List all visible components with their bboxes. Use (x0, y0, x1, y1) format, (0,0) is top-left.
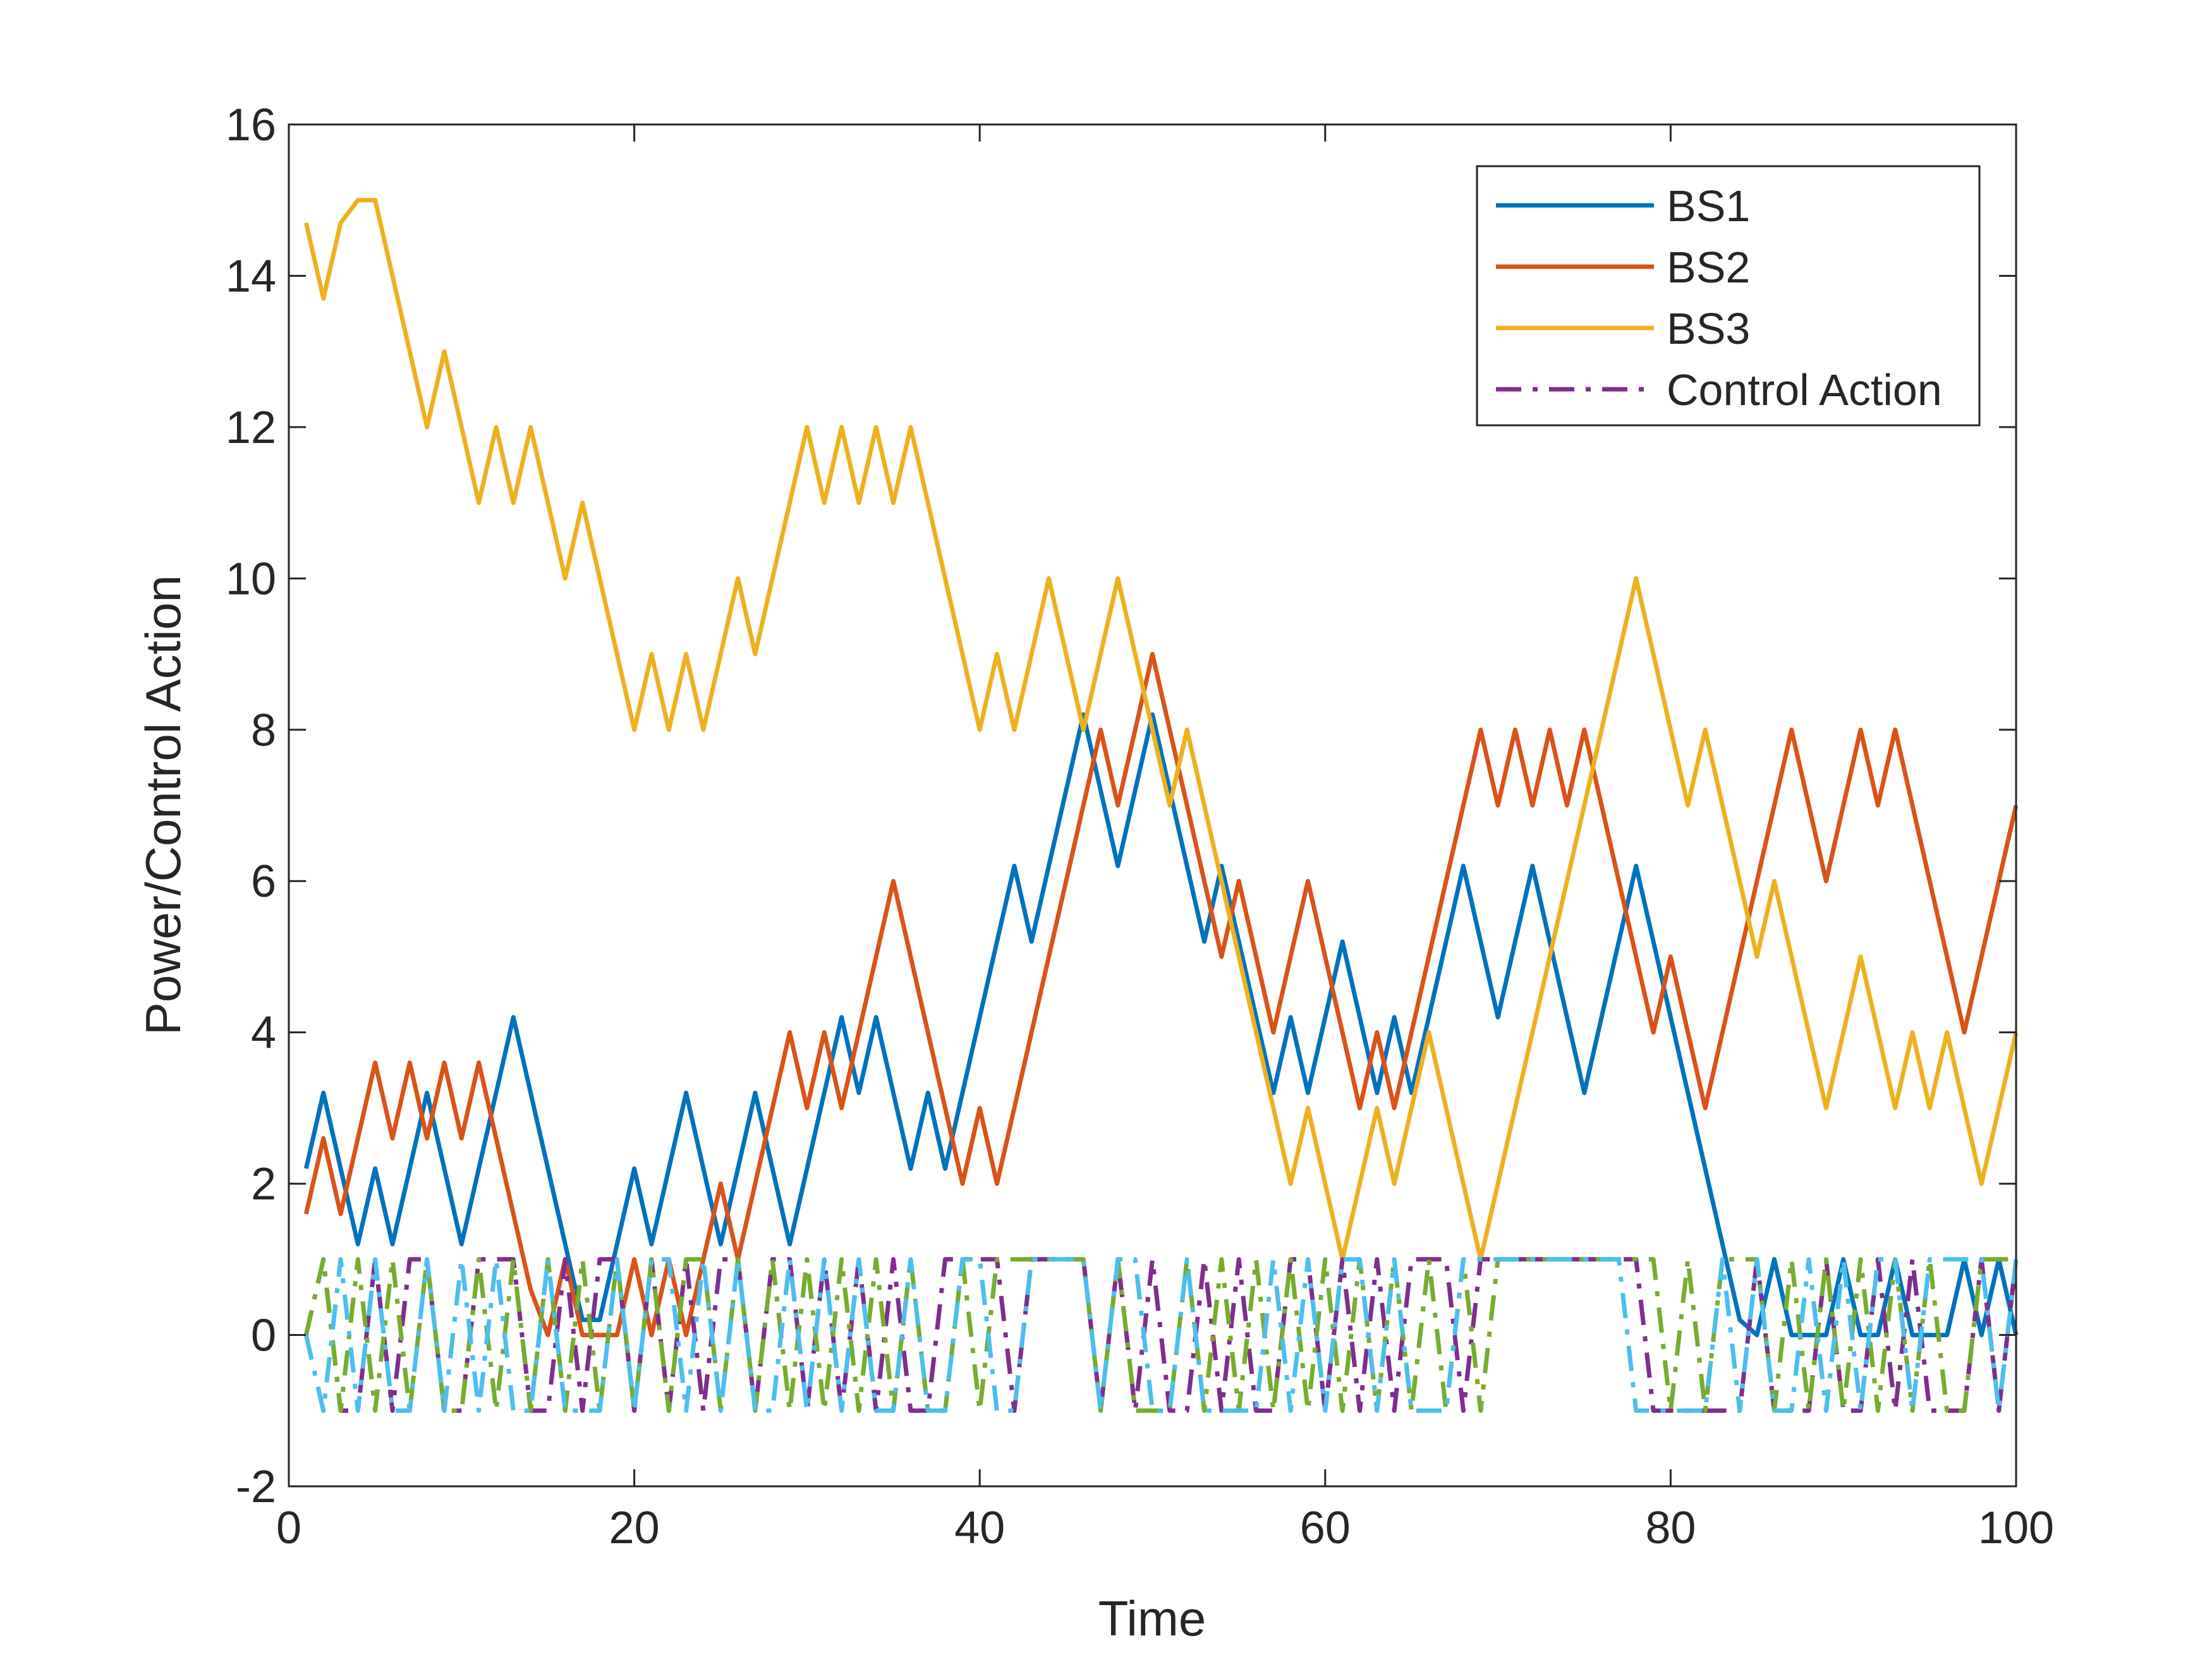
legend-label: Control Action (1667, 365, 1942, 415)
y-tick-label: 10 (226, 554, 276, 604)
x-axis-label: Time (1098, 1591, 1206, 1646)
y-tick-label: 8 (251, 705, 276, 756)
legend-label: BS2 (1667, 243, 1750, 292)
series-line-bs3 (303, 198, 2019, 1262)
y-tick-label: 6 (251, 856, 276, 907)
legend: BS1 BS2 BS3 Control Action (1476, 165, 1981, 427)
series-line-extra-5 (303, 1257, 2019, 1413)
legend-box (1476, 165, 1981, 427)
x-tick-label: 80 (1645, 1503, 1696, 1553)
y-tick-label: -2 (236, 1462, 276, 1512)
y-tick-label: 14 (226, 251, 276, 301)
legend-label: BS3 (1667, 304, 1750, 353)
x-tick-label: 0 (276, 1503, 301, 1553)
x-tick-label: 100 (1978, 1503, 2054, 1553)
y-tick-label: 16 (226, 100, 276, 150)
y-tick-label: 2 (251, 1159, 276, 1210)
y-axis-label: Power/Control Action (135, 575, 191, 1035)
y-tick-label: 12 (226, 403, 276, 453)
y-tick-label: 0 (251, 1311, 276, 1361)
x-tick-label: 20 (609, 1503, 660, 1553)
y-tick-label: 4 (251, 1008, 276, 1058)
legend-label: BS1 (1667, 181, 1750, 231)
x-tick-label: 60 (1300, 1503, 1351, 1553)
x-tick-label: 40 (954, 1503, 1005, 1553)
axes-box (288, 123, 2017, 1488)
series-layer (303, 198, 2019, 1413)
